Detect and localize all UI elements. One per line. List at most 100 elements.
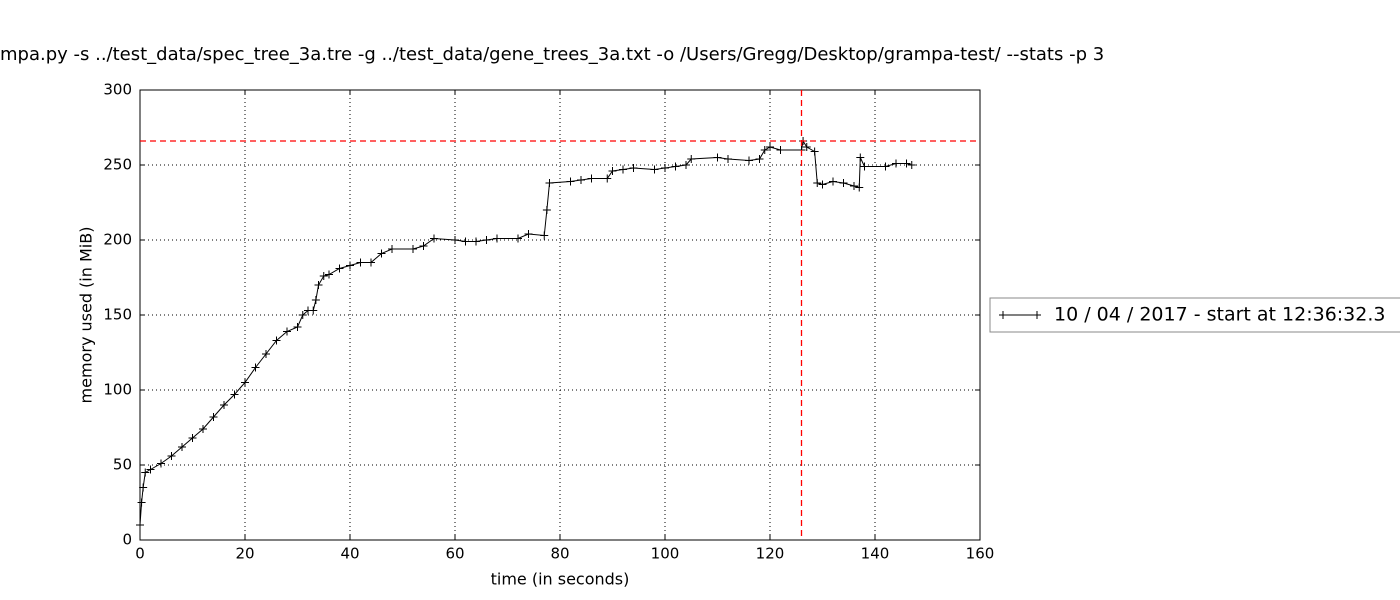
data-point xyxy=(241,378,249,387)
x-tick-label: 100 xyxy=(651,545,680,563)
data-point xyxy=(566,177,575,186)
data-point xyxy=(907,161,916,169)
data-point xyxy=(335,264,344,273)
data-point xyxy=(671,162,680,171)
data-point xyxy=(314,281,323,289)
data-point xyxy=(587,174,596,183)
x-tick-label: 40 xyxy=(340,545,359,563)
series-line xyxy=(139,139,912,526)
data-point xyxy=(542,206,551,214)
data-point xyxy=(367,258,375,267)
x-axis-label: time (in seconds) xyxy=(491,570,630,589)
chart-title: mpa.py -s ../test_data/spec_tree_3a.tre … xyxy=(0,44,1104,65)
data-point xyxy=(409,245,417,253)
data-point xyxy=(855,183,864,192)
data-point xyxy=(298,311,307,319)
data-point xyxy=(136,521,144,529)
data-point xyxy=(356,258,365,267)
data-point xyxy=(209,413,218,421)
data-point xyxy=(346,261,354,270)
data-point xyxy=(619,165,627,174)
legend-marker xyxy=(999,311,1007,319)
y-tick-label: 50 xyxy=(113,456,132,474)
data-point xyxy=(293,323,302,331)
x-tick-label: 80 xyxy=(550,545,569,563)
data-point xyxy=(141,468,150,477)
plot-frame xyxy=(139,89,981,541)
data-point xyxy=(178,443,186,451)
legend-label: 10 / 04 / 2017 - start at 12:36:32.3 xyxy=(1054,304,1386,326)
legend-marker xyxy=(1033,311,1041,319)
data-point xyxy=(682,161,690,169)
data-point xyxy=(650,165,659,174)
legend-box xyxy=(989,297,1400,333)
data-point xyxy=(745,156,753,165)
data-point xyxy=(755,155,764,163)
data-point xyxy=(157,459,165,468)
data-point xyxy=(776,146,785,154)
data-point xyxy=(687,155,696,163)
data-point xyxy=(472,237,480,246)
x-tick-label: 0 xyxy=(135,545,145,563)
data-point xyxy=(311,296,320,304)
data-point xyxy=(892,159,900,168)
data-point xyxy=(430,234,438,243)
data-point xyxy=(220,401,228,409)
data-point xyxy=(325,270,333,279)
y-tick-label: 300 xyxy=(103,81,132,99)
data-point xyxy=(856,153,865,162)
data-point xyxy=(629,164,638,172)
x-tick-label: 140 xyxy=(861,545,890,563)
data-point xyxy=(283,327,291,336)
data-point xyxy=(850,182,858,190)
data-point xyxy=(137,498,146,507)
data-point xyxy=(839,179,848,187)
y-tick-label: 0 xyxy=(122,531,132,549)
data-point xyxy=(760,146,769,154)
data-point xyxy=(377,249,386,258)
data-point xyxy=(309,306,318,315)
data-point xyxy=(199,425,207,433)
data-point xyxy=(139,483,148,492)
data-point xyxy=(603,174,612,183)
data-point xyxy=(661,164,669,172)
data-point xyxy=(514,234,522,243)
data-point xyxy=(419,242,428,250)
data-point xyxy=(262,350,270,358)
data-point xyxy=(540,231,549,240)
data-point xyxy=(829,177,837,186)
data-point xyxy=(524,230,533,238)
data-point xyxy=(167,452,176,460)
data-point xyxy=(713,153,722,162)
data-point xyxy=(230,390,239,399)
y-axis-label: memory used (in MiB) xyxy=(77,227,96,404)
data-point xyxy=(881,162,890,171)
y-tick-label: 250 xyxy=(103,156,132,174)
data-point xyxy=(724,155,732,163)
data-point xyxy=(188,434,197,442)
data-point xyxy=(451,236,459,244)
data-point xyxy=(461,237,470,246)
data-point xyxy=(902,159,911,168)
data-point xyxy=(608,167,617,175)
data-point xyxy=(813,179,822,187)
data-point xyxy=(860,162,869,171)
data-point xyxy=(388,245,396,253)
data-point xyxy=(802,143,811,151)
data-point xyxy=(482,236,491,244)
x-tick-label: 160 xyxy=(966,545,995,563)
data-point xyxy=(251,363,260,372)
y-tick-label: 200 xyxy=(103,231,132,249)
x-tick-label: 120 xyxy=(756,545,785,563)
data-point xyxy=(818,180,827,189)
data-point xyxy=(319,272,328,280)
data-point xyxy=(493,234,501,243)
data-point xyxy=(545,179,554,187)
x-tick-label: 60 xyxy=(445,545,464,563)
data-point xyxy=(810,147,819,156)
y-tick-label: 100 xyxy=(103,381,132,399)
data-point xyxy=(577,176,585,184)
data-point xyxy=(766,143,774,151)
data-point xyxy=(146,465,155,474)
